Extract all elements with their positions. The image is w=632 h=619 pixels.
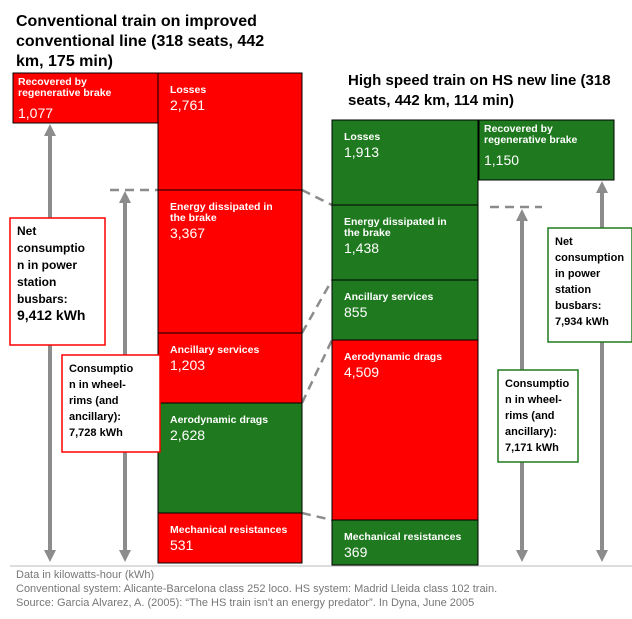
text-line: regenerative brake — [484, 134, 578, 146]
text-line: ancillary): — [69, 411, 121, 423]
text-line: consumptio — [17, 241, 85, 255]
text-line: Recovered by — [18, 76, 87, 88]
arrow-head — [596, 181, 608, 193]
text-line: Conventional train on improved — [16, 13, 257, 30]
text-line: station — [17, 275, 56, 289]
arrow-head — [119, 550, 131, 562]
text-line: in power — [555, 268, 601, 280]
text-line: regenerative brake — [18, 87, 112, 99]
arrow-head — [119, 191, 131, 203]
arrow-head — [44, 550, 56, 562]
text-line: rims (and — [505, 410, 555, 422]
text-line: n in power — [17, 258, 77, 272]
text-line: Ancillary services — [344, 291, 433, 303]
recovered-value: 1,077 — [18, 105, 53, 121]
connector — [301, 188, 333, 207]
text-line: Consumptio — [505, 378, 569, 390]
arrow-head — [516, 209, 528, 221]
block-value: 1,438 — [344, 240, 379, 256]
text-line: busbars: — [555, 300, 601, 312]
text-line: busbars: — [17, 292, 68, 306]
connector — [300, 339, 334, 404]
block — [331, 519, 479, 566]
text-line: Energy dissipated in — [170, 201, 273, 213]
block — [331, 339, 479, 521]
text-line: High speed train on HS new line (318 — [348, 72, 611, 89]
block-value: 2,761 — [170, 97, 205, 113]
text-line: Ancillary services — [170, 344, 259, 356]
text-line: ancillary): — [505, 426, 557, 438]
callout-value: 7,171 kWh — [505, 442, 559, 454]
block — [157, 512, 303, 564]
text-line: km, 175 min) — [16, 53, 113, 70]
recovered-block — [12, 72, 159, 124]
text-line: Data in kilowatts-hour (kWh) — [16, 569, 154, 581]
text-line: n in wheel- — [69, 379, 126, 391]
callout-value: 7,728 kWh — [69, 427, 123, 439]
text-line: rims (and — [69, 395, 119, 407]
arrow-head — [44, 124, 56, 136]
text-line: station — [555, 284, 591, 296]
block-value: 531 — [170, 537, 194, 553]
block — [331, 119, 479, 206]
callout-box — [497, 369, 579, 463]
arrow-head — [516, 550, 528, 562]
block — [331, 204, 479, 281]
block-value: 369 — [344, 544, 368, 560]
text-line: Mechanical resistances — [344, 531, 461, 543]
block-value: 3,367 — [170, 225, 205, 241]
arrow-head — [596, 550, 608, 562]
recovered-value: 1,150 — [484, 152, 519, 168]
text-line: Net — [555, 236, 573, 248]
text-line: Losses — [170, 84, 206, 96]
text-line: Aerodynamic drags — [344, 351, 442, 363]
callout-value: 7,934 kWh — [555, 316, 609, 328]
callout-box — [61, 354, 161, 453]
recovered-block — [478, 119, 615, 181]
text-line: Mechanical resistances — [170, 524, 287, 536]
block — [331, 279, 479, 341]
connector — [300, 279, 334, 334]
block-value: 1,913 — [344, 144, 379, 160]
text-line: Conventional system: Alicante-Barcelona … — [16, 583, 497, 595]
text-line: conventional line (318 seats, 442 — [16, 33, 264, 50]
dashed-connectors — [110, 188, 542, 522]
block-value: 4,509 — [344, 364, 379, 380]
text-line: Aerodynamic drags — [170, 414, 268, 426]
text-line: Consumptio — [69, 363, 133, 375]
block — [157, 402, 303, 514]
text-line: n in wheel- — [505, 394, 562, 406]
text-line: consumption — [555, 252, 624, 264]
block-value: 855 — [344, 304, 368, 320]
block — [157, 72, 303, 191]
text-line: Losses — [344, 131, 380, 143]
text-line: Net — [17, 224, 36, 238]
text-line: the brake — [344, 227, 391, 239]
callout-value: 9,412 kWh — [17, 307, 85, 323]
text-line: Energy dissipated in — [344, 216, 447, 228]
callout-box — [547, 227, 632, 343]
text-line: Recovered by — [484, 123, 553, 135]
block — [157, 189, 303, 334]
text-line: the brake — [170, 212, 217, 224]
text-line: seats, 442 km, 114 min) — [348, 92, 514, 109]
callout-box — [9, 217, 106, 346]
connector — [301, 511, 333, 522]
text-line: Source: Garcia Alvarez, A. (2005): “The … — [16, 597, 474, 609]
block-value: 1,203 — [170, 357, 205, 373]
block — [157, 332, 303, 404]
block-value: 2,628 — [170, 427, 205, 443]
